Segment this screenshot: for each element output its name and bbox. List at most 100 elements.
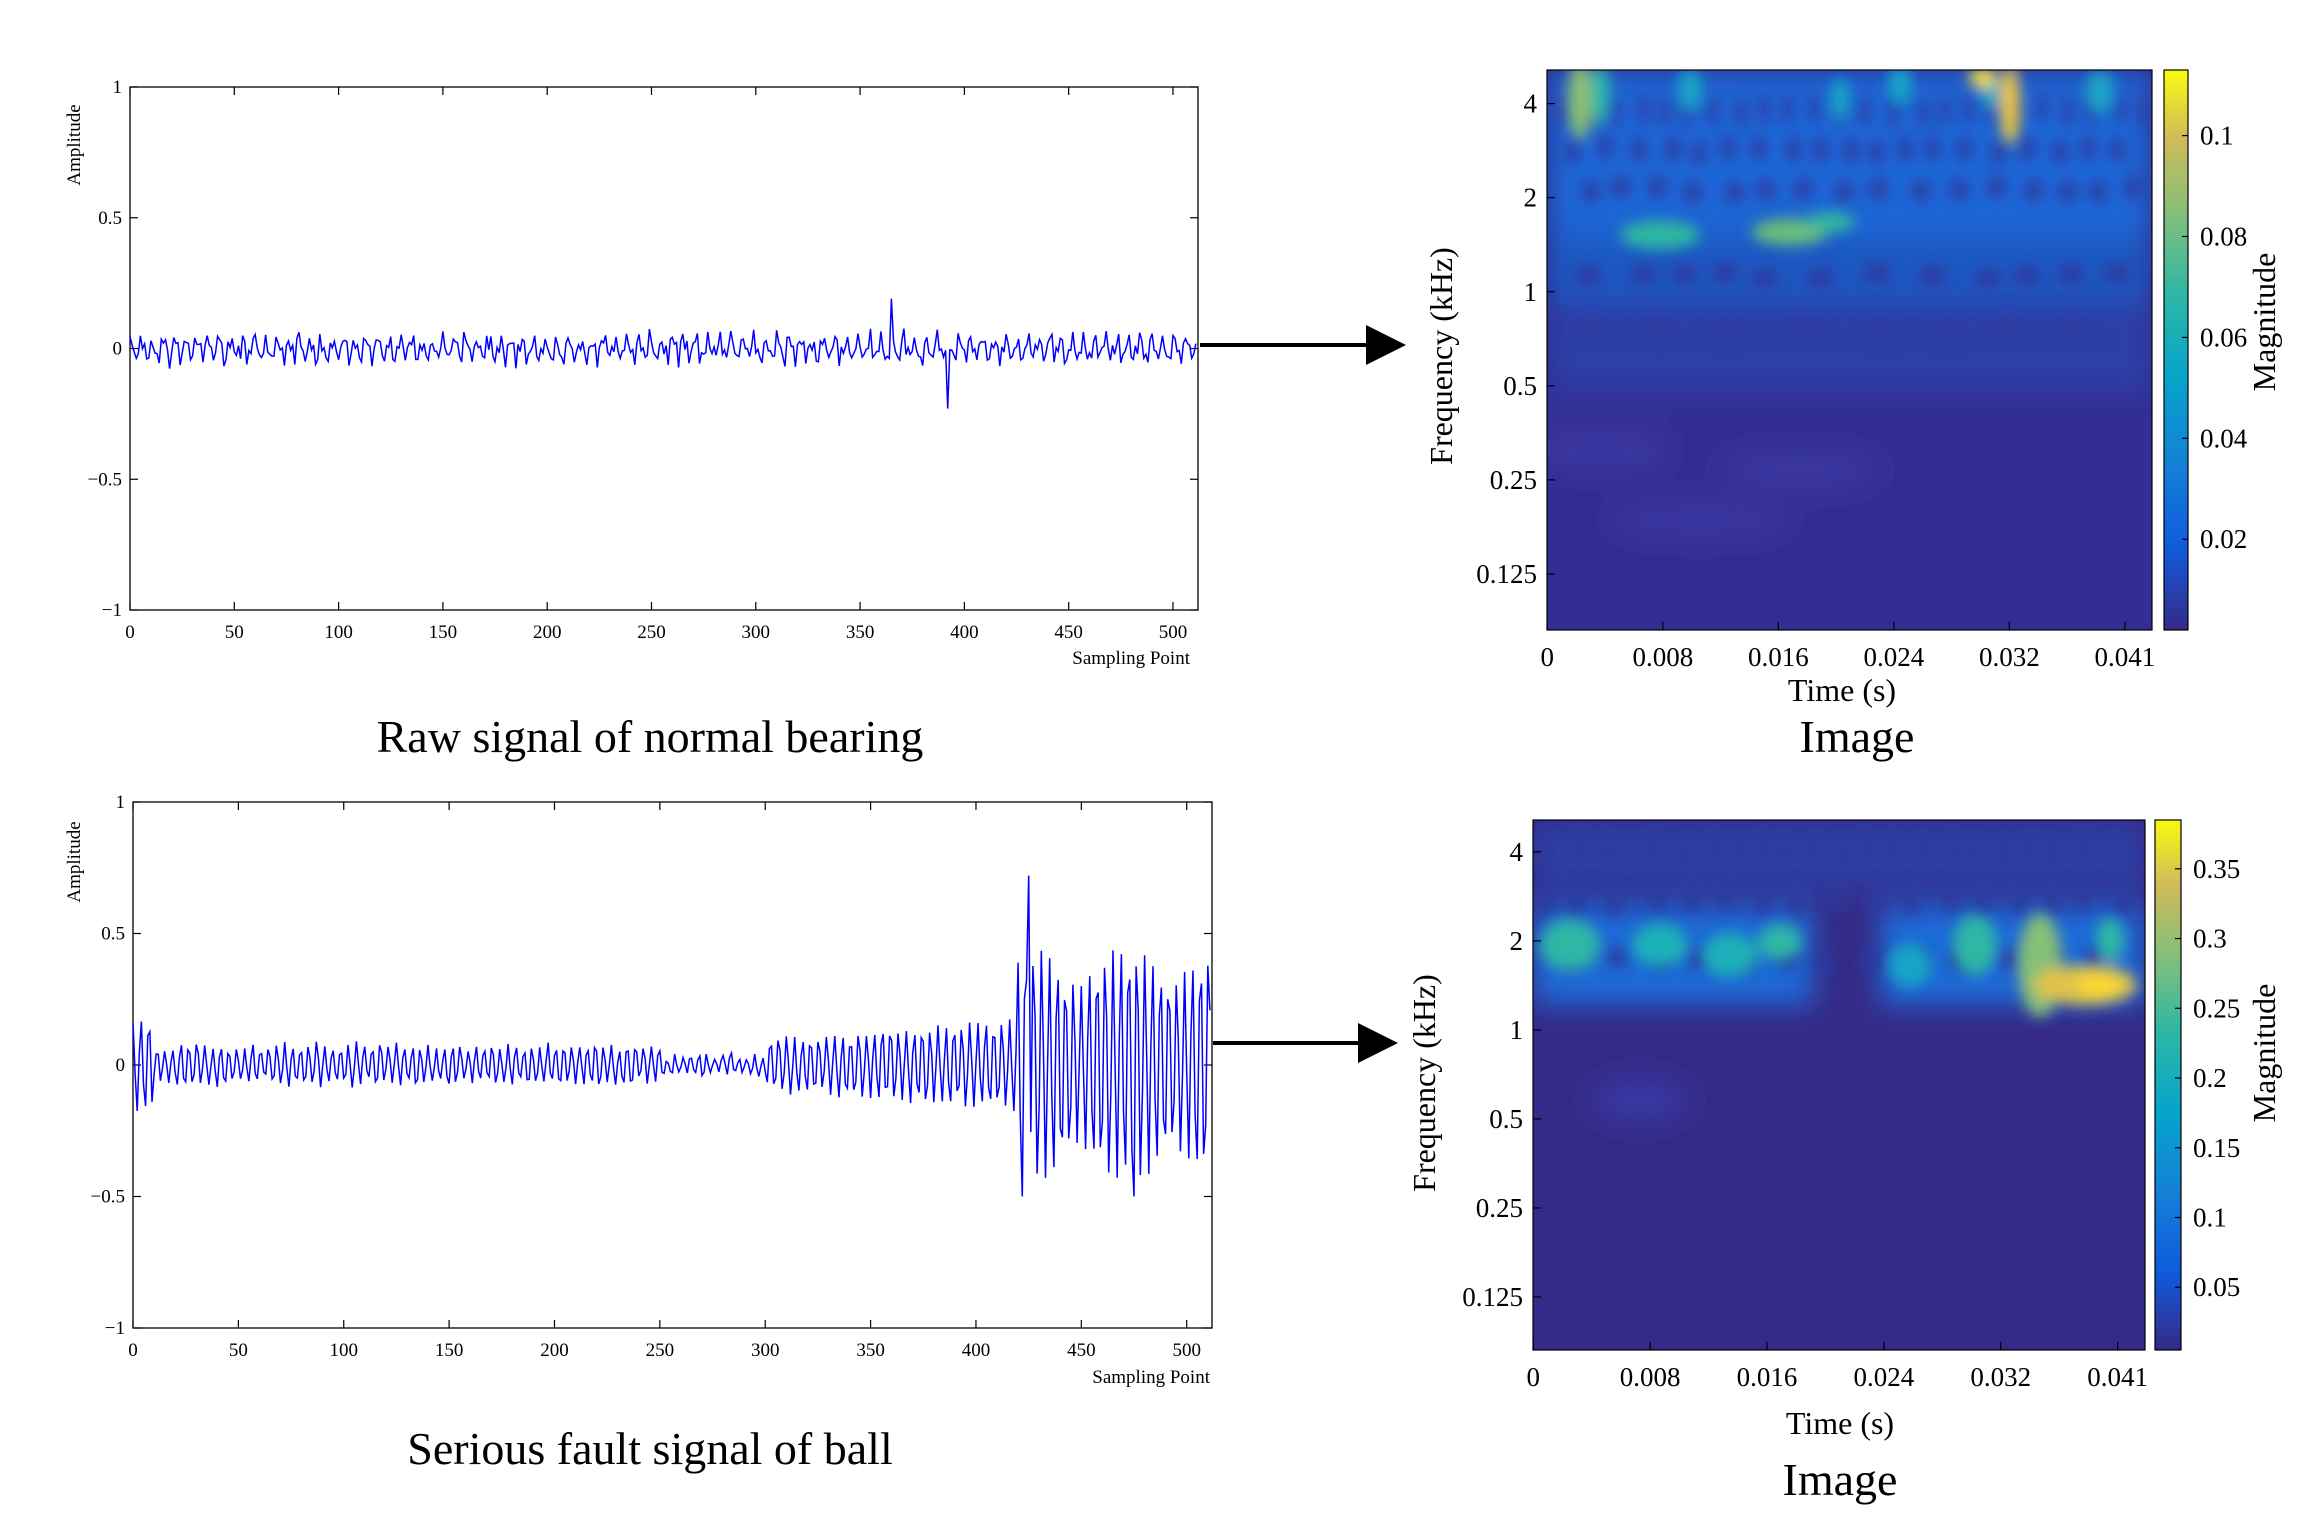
colorbar-tick-label: 0.02: [2200, 524, 2247, 554]
scalogram-cell: [1918, 96, 1929, 129]
x-tick-label: 0.024: [1863, 642, 1924, 672]
colorbar-label: Magnitude: [2246, 984, 2282, 1123]
scalogram-cell: [1898, 136, 1913, 163]
scalogram-cell: [2123, 176, 2142, 199]
scalogram-cell: [1598, 134, 1613, 161]
scalogram-cell: [1710, 262, 1739, 283]
scalogram-cell: [1943, 884, 1960, 913]
scalogram-cell: [2139, 94, 2150, 127]
y-tick-label: 0.5: [98, 208, 122, 229]
x-tick-label: 300: [751, 1340, 780, 1361]
x-tick-label: 0.008: [1632, 642, 1693, 672]
scalogram-cell: [1692, 139, 1707, 166]
scalogram-cell: [1918, 266, 1947, 287]
scalogram-cell: [1870, 885, 1887, 914]
scalogram-cell: [1631, 136, 1646, 163]
scalogram-cell: [1786, 136, 1801, 163]
scalogram-cell: [1629, 263, 1658, 284]
scalogram-cell: [1901, 887, 1918, 916]
colorbar: [2154, 819, 2182, 1351]
scalogram-cell: [1684, 884, 1701, 912]
y-axis-label: Amplitude: [64, 821, 85, 902]
scalogram-cell: [1708, 831, 1721, 868]
scalogram-cell: [2012, 266, 2041, 286]
scalogram-cell: [2115, 888, 2132, 917]
scalogram-cell: [1537, 887, 1554, 915]
y-tick-label: 0.25: [1476, 1193, 1523, 1223]
colorbar-tick-label: 0.1: [2193, 1203, 2227, 1233]
scalogram-cell: [1787, 888, 1804, 917]
x-tick-label: 0.016: [1748, 642, 1809, 672]
scalogram-cell: [1782, 318, 1827, 339]
scalogram-cell: [1565, 138, 1580, 165]
scalogram-cell: [1869, 138, 1884, 165]
scalogram-cell: [1888, 96, 1899, 129]
x-tick-label: 300: [742, 622, 771, 643]
scalogram-cell: [2107, 833, 2120, 870]
scalogram-cell: [1997, 834, 2010, 871]
scalogram-cell: [1974, 267, 2002, 288]
scalogram-cell: [1754, 831, 1767, 868]
y-tick-label: 0.125: [1462, 1282, 1523, 1312]
x-tick-label: 150: [435, 1340, 464, 1361]
x-axis-label: Time (s): [1788, 672, 1896, 708]
colorbar-tick-label: 0.04: [2200, 423, 2248, 453]
scalogram-cell: [1940, 93, 1951, 126]
x-tick-label: 100: [324, 622, 353, 643]
scalogram-cell: [2072, 883, 2089, 912]
scalogram-cell: [1925, 322, 1970, 343]
colorbar-tick-label: 0.25: [2193, 993, 2240, 1023]
scalogram-cell: [2110, 136, 2125, 163]
scalogram-cell: [1638, 93, 1649, 126]
x-tick-label: 200: [540, 1340, 569, 1361]
colorbar-label: Magnitude: [2246, 253, 2282, 392]
x-tick-label: 400: [950, 622, 979, 643]
scalogram-cell: [1649, 829, 1662, 866]
colorbar-tick-label: 0.1: [2200, 121, 2234, 151]
y-axis-label: Frequency (kHz): [1423, 247, 1459, 465]
x-tick-label: 0.041: [2087, 1362, 2148, 1392]
scalogram-cell: [1860, 322, 1905, 343]
x-tick-label: 50: [225, 622, 244, 643]
scalogram-cell: [1809, 92, 1820, 125]
scalogram-cell: [2024, 179, 2043, 202]
colorbar-tick-label: 0.35: [2193, 854, 2240, 884]
scalogram-cell: [1709, 321, 1754, 342]
scalogram-cell: [1945, 831, 1958, 868]
scalogram-cell: [1999, 948, 2020, 971]
x-tick-label: 500: [1159, 622, 1188, 643]
scalogram-cell: [2043, 888, 2060, 917]
x-tick-label: 0: [125, 622, 135, 643]
scalogram-cell: [1808, 832, 1821, 869]
scalogram-cell: [1756, 178, 1775, 201]
x-tick-label: 0.041: [2095, 642, 2156, 672]
scalogram-cell: [1813, 950, 1834, 973]
scalogram-cell: [1925, 135, 1940, 162]
scalogram-cell: [1862, 949, 1883, 972]
scalogram-cell: [1835, 834, 1848, 871]
x-tick-label: 200: [533, 622, 562, 643]
scalogram-cell: [1731, 833, 1744, 870]
x-tick-label: 350: [846, 622, 875, 643]
scalogram-cell: [1950, 179, 1969, 202]
colorbar-tick-label: 0.08: [2200, 221, 2247, 251]
scalogram-cell: [2078, 829, 2091, 866]
scalogram-cell: [2080, 135, 2095, 162]
scalogram-cell: [1968, 834, 1981, 870]
scalogram-cell: [1568, 888, 1584, 917]
y-tick-label: 1: [113, 77, 123, 98]
y-tick-label: 0.125: [1476, 559, 1537, 589]
normal-scalogram: 0 0.008 0.016 0.024 0.032 0.041 4 2 1 0.5 0.25 0.12…: [1423, 69, 2282, 762]
scalogram-cell: [1556, 94, 1567, 127]
y-axis-label: Amplitude: [64, 104, 85, 185]
x-tick-label: 250: [646, 1340, 675, 1361]
plot-caption: Raw signal of normal bearing: [377, 711, 924, 762]
y-tick-label: 0.5: [1503, 371, 1537, 401]
scalogram-cell: [1600, 831, 1613, 868]
scalogram-cell: [1666, 135, 1680, 162]
scalogram-cell: [1648, 176, 1667, 199]
scalogram-cell: [1607, 888, 1623, 917]
y-tick-label: 0: [116, 1055, 126, 1076]
scalogram-cell: [1991, 139, 2006, 166]
y-tick-label: −1: [105, 1318, 125, 1339]
